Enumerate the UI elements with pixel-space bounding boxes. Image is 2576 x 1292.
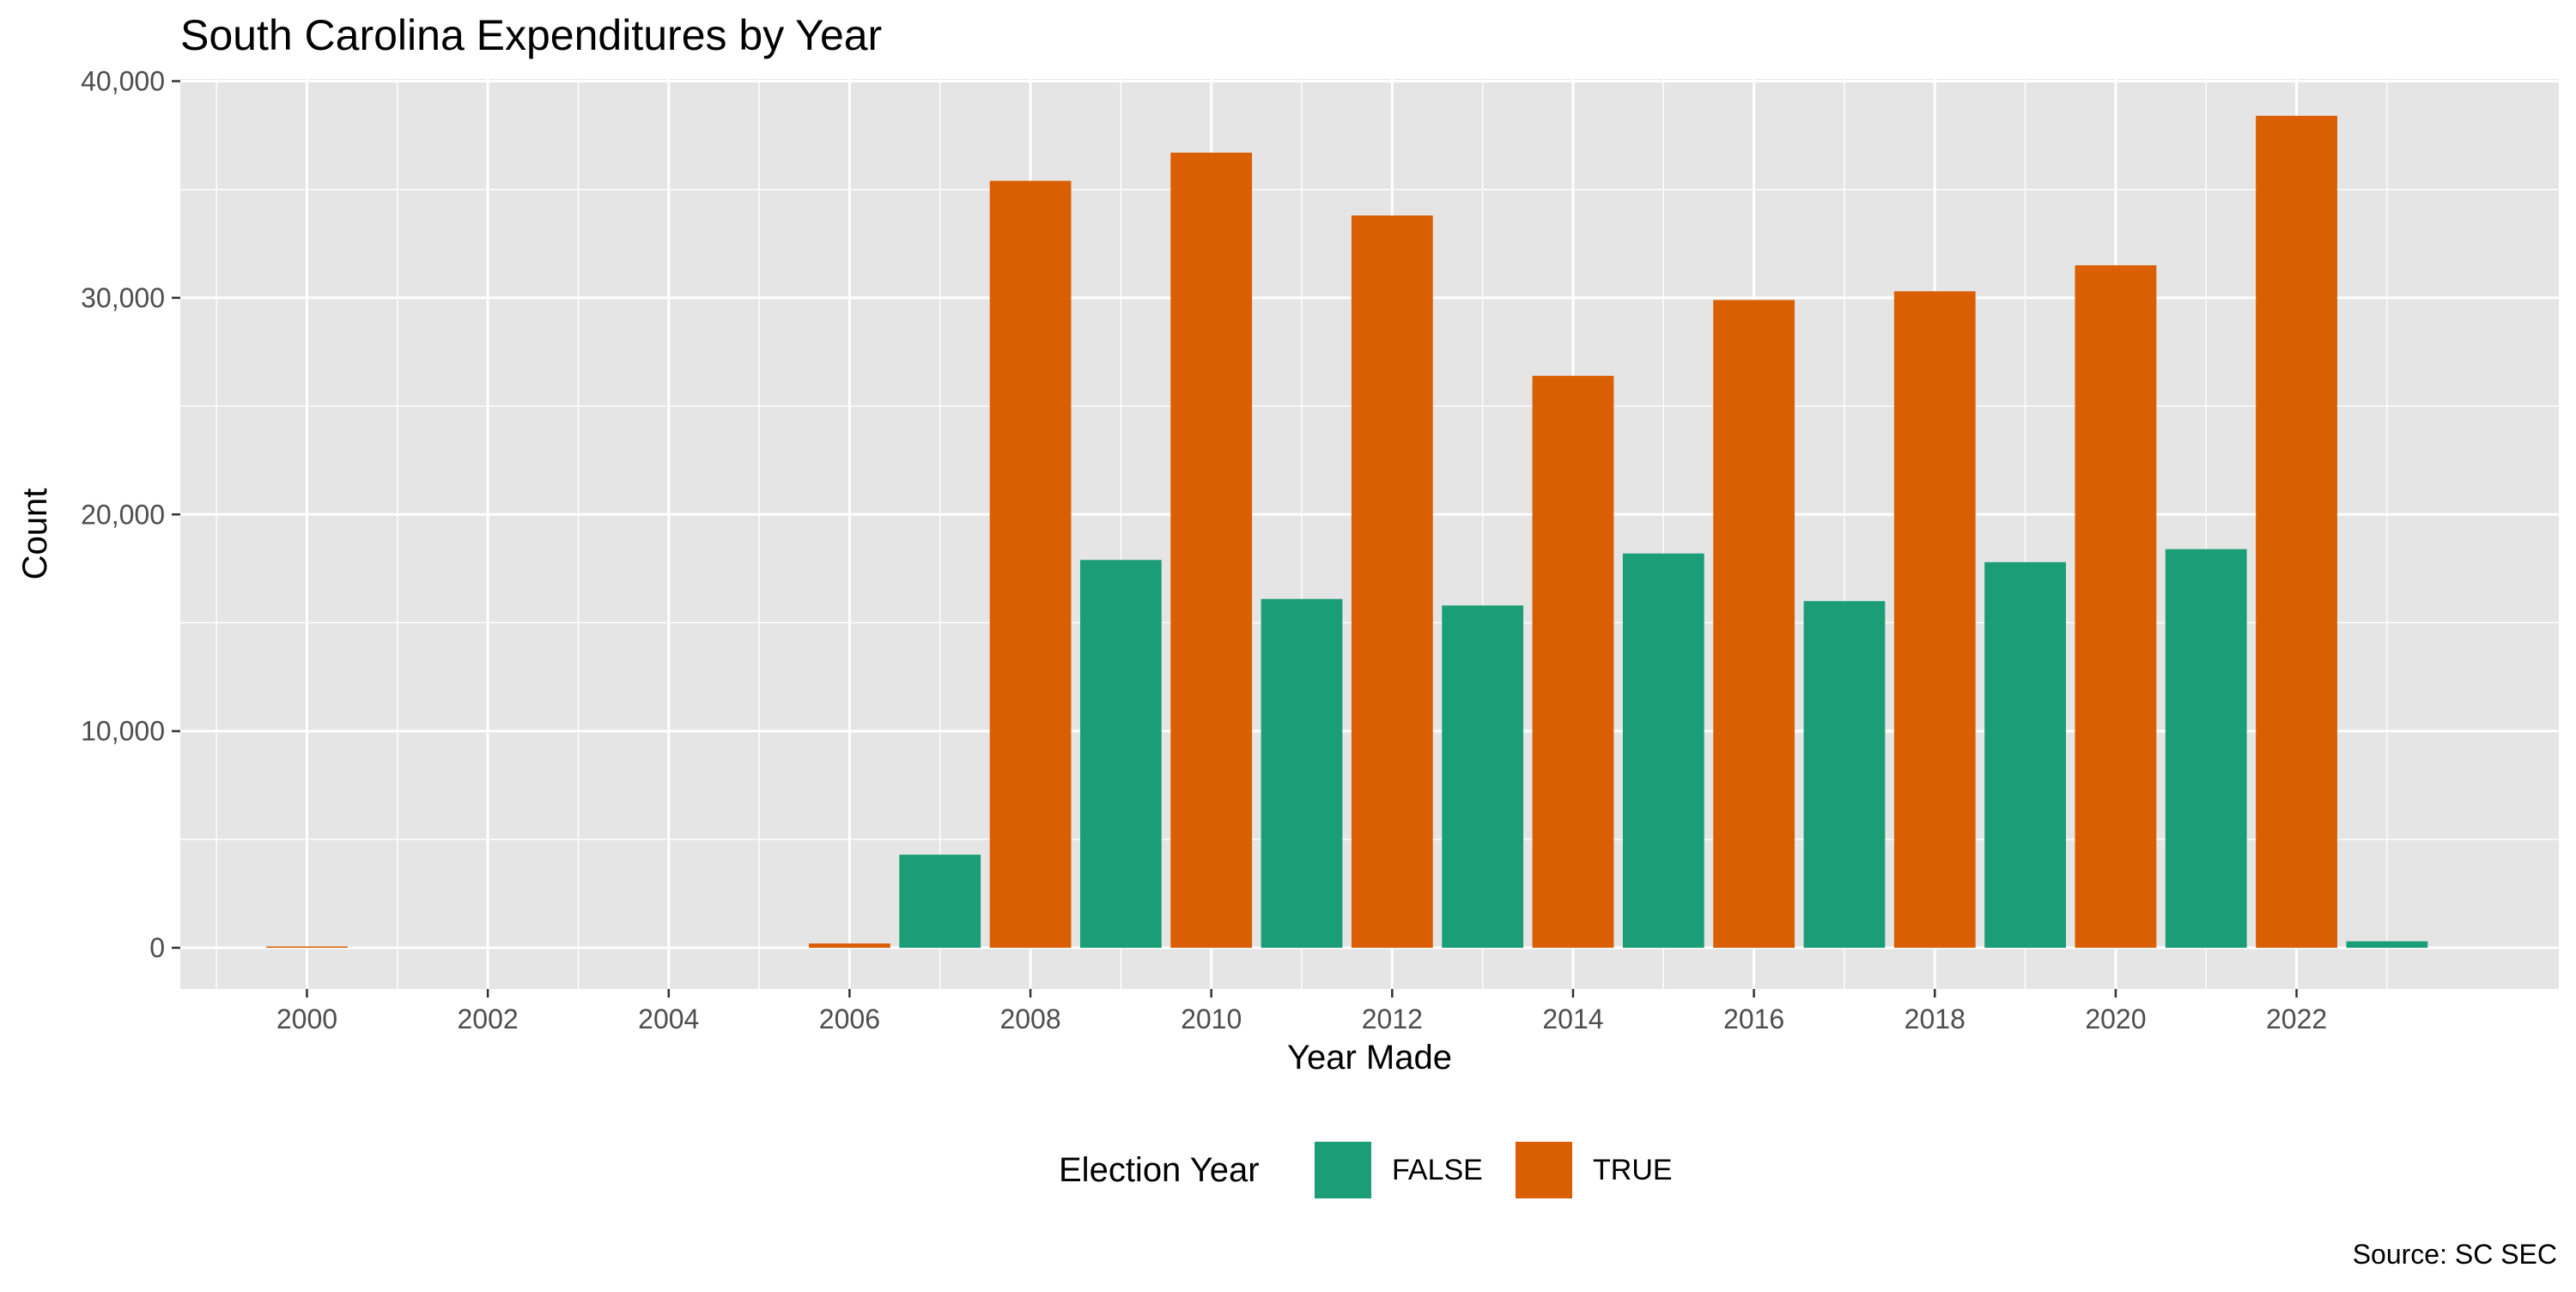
y-tick-label: 0 [149, 932, 165, 963]
chart-caption: Source: SC SEC [2353, 1239, 2557, 1270]
legend-label-false: FALSE [1392, 1154, 1483, 1186]
x-tick-label: 2010 [1181, 1004, 1242, 1034]
chart-title: South Carolina Expenditures by Year [180, 11, 882, 59]
x-axis: 2000 2002 2004 2006 2008 2010 2012 2014 2016 2018… [276, 989, 2327, 1034]
bar-2017 [1803, 601, 1886, 949]
bar-2010 [1170, 152, 1253, 949]
bar-2007 [899, 854, 981, 949]
y-axis: 0 10,000 20,000 30,000 40,000 [81, 66, 180, 963]
bar-2012 [1351, 215, 1433, 949]
bar-2023 [2346, 941, 2428, 949]
x-tick-label: 2020 [2085, 1004, 2146, 1034]
y-tick-label: 10,000 [81, 716, 165, 747]
y-tick-label: 30,000 [81, 282, 165, 313]
y-tick-label: 20,000 [81, 499, 165, 530]
legend-key-true [1516, 1142, 1572, 1198]
bar-2000 [266, 946, 348, 949]
bars-layer [266, 115, 2428, 949]
bar-2014 [1532, 375, 1614, 949]
legend: Election Year FALSE TRUE [1059, 1142, 1673, 1198]
bar-2006 [808, 943, 890, 949]
bar-2008 [989, 180, 1072, 949]
bar-2013 [1442, 605, 1524, 949]
x-tick-label: 2000 [276, 1004, 337, 1034]
legend-label-true: TRUE [1593, 1154, 1673, 1186]
legend-key-false [1315, 1142, 1371, 1198]
x-tick-label: 2008 [999, 1004, 1060, 1034]
bar-2019 [1984, 561, 2066, 949]
x-tick-label: 2016 [1723, 1004, 1784, 1034]
x-tick-label: 2014 [1542, 1004, 1603, 1034]
bar-2011 [1261, 598, 1343, 949]
y-axis-title: Count [16, 488, 54, 580]
bar-2022 [2256, 115, 2337, 949]
x-tick-label: 2018 [1905, 1004, 1965, 1034]
x-tick-label: 2006 [819, 1004, 880, 1034]
bar-2016 [1713, 300, 1795, 949]
x-axis-title: Year Made [1287, 1039, 1452, 1077]
x-tick-label: 2004 [638, 1004, 699, 1034]
x-tick-label: 2012 [1362, 1004, 1423, 1034]
x-tick-label: 2022 [2266, 1004, 2327, 1034]
bar-2015 [1622, 553, 1704, 949]
bar-2021 [2165, 549, 2247, 949]
y-tick-label: 40,000 [81, 66, 165, 97]
legend-title: Election Year [1059, 1151, 1260, 1189]
bar-2009 [1079, 560, 1162, 949]
x-tick-label: 2002 [458, 1004, 519, 1034]
bar-2020 [2075, 265, 2157, 949]
bar-2018 [1893, 291, 1976, 949]
